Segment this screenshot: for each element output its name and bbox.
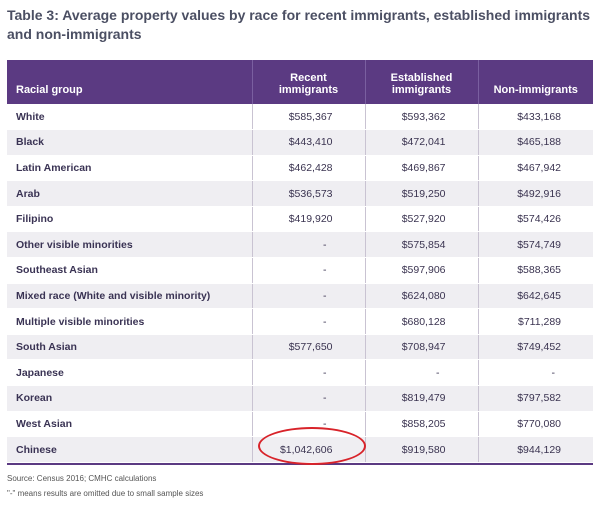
cell-established-immigrants: $819,479 [365,385,479,412]
table-row: Arab $536,573 $519,250 $492,916 [7,180,593,207]
property-values-table: Racial group Recent immigrants Establish… [7,60,593,463]
cell-established-immigrants: $624,080 [365,283,479,310]
cell-racial-group: Chinese [7,436,253,463]
table-header: Racial group Recent immigrants Establish… [7,60,593,104]
table-row: Chinese $1,042,606 $919,580 $944,129 [7,436,593,463]
cell-established-immigrants: $680,128 [365,308,479,335]
cell-recent-immigrants: - [252,283,366,310]
cell-non-immigrants: $797,582 [478,385,593,412]
table-row: Other visible minorities - $575,854 $574,74… [7,231,593,259]
cell-established-immigrants: $919,580 [365,436,479,463]
cell-recent-immigrants: - [252,308,366,335]
cell-recent-immigrants: - [252,385,366,412]
cell-recent-immigrants: $585,367 [252,104,366,131]
cell-established-immigrants: $472,041 [365,129,479,156]
table-row: Japanese - - - [7,359,593,387]
table-row: Multiple visible minorities - $680,128 $711… [7,308,593,335]
table-row: South Asian $577,650 $708,947 $749,452 [7,334,593,361]
cell-established-immigrants: - [365,359,479,387]
cell-non-immigrants: $749,452 [478,334,593,361]
cell-racial-group: Multiple visible minorities [7,308,253,335]
column-header-non-immigrants: Non-immigrants [478,60,593,104]
cell-established-immigrants: $469,867 [365,155,479,182]
table-title: Table 3: Average property values by race… [7,7,591,42]
cell-racial-group: West Asian [7,411,253,438]
cell-established-immigrants: $575,854 [365,231,479,259]
cell-recent-immigrants: $419,920 [252,206,366,233]
cell-recent-immigrants: - [252,411,366,438]
table-row: Southeast Asian - $597,906 $588,365 [7,257,593,284]
omission-note: "-" means results are omitted due to sma… [7,489,204,498]
cell-recent-immigrants: $443,410 [252,129,366,156]
cell-non-immigrants: $574,426 [478,206,593,233]
cell-racial-group: Filipino [7,206,253,233]
cell-established-immigrants: $527,920 [365,206,479,233]
cell-racial-group: Japanese [7,359,253,387]
cell-established-immigrants: $593,362 [365,104,479,131]
table-body: White $585,367 $593,362 $433,168 Black $443,4… [7,104,593,463]
cell-recent-immigrants: $462,428 [252,155,366,182]
table-row: Mixed race (White and visible minority) -… [7,283,593,310]
table-bottom-rule [7,462,593,465]
table-row: Filipino $419,920 $527,920 $574,426 [7,206,593,233]
cell-non-immigrants: $492,916 [478,180,593,207]
cell-non-immigrants: $642,645 [478,283,593,310]
table-row: Black $443,410 $472,041 $465,188 [7,129,593,156]
cell-racial-group: Arab [7,180,253,207]
cell-recent-immigrants: $536,573 [252,180,366,207]
source-note: Source: Census 2016; CMHC calculations [7,474,157,483]
data-table-container: Racial group Recent immigrants Establish… [7,60,593,465]
column-header-recent-immigrants: Recent immigrants [252,60,366,104]
cell-racial-group: South Asian [7,334,253,361]
cell-racial-group: Mixed race (White and visible minority) [7,283,253,310]
column-header-established-immigrants: Established immigrants [365,60,479,104]
table-row: Latin American $462,428 $469,867 $467,942 [7,155,593,182]
cell-non-immigrants: $944,129 [478,436,593,463]
cell-non-immigrants: $465,188 [478,129,593,156]
cell-recent-immigrants: - [252,257,366,284]
cell-recent-immigrants: - [252,231,366,259]
cell-non-immigrants: $467,942 [478,155,593,182]
cell-recent-immigrants: $1,042,606 [252,436,366,463]
cell-racial-group: Black [7,129,253,156]
cell-established-immigrants: $708,947 [365,334,479,361]
header-row: Racial group Recent immigrants Establish… [7,60,593,104]
cell-recent-immigrants: - [252,359,366,387]
cell-non-immigrants: $433,168 [478,104,593,131]
cell-non-immigrants: $770,080 [478,411,593,438]
table-row: White $585,367 $593,362 $433,168 [7,104,593,131]
cell-non-immigrants: $574,749 [478,231,593,259]
cell-racial-group: Southeast Asian [7,257,253,284]
table-row: West Asian - $858,205 $770,080 [7,411,593,438]
cell-racial-group: Latin American [7,155,253,182]
column-header-racial-group: Racial group [7,60,253,104]
cell-established-immigrants: $519,250 [365,180,479,207]
cell-non-immigrants: $588,365 [478,257,593,284]
cell-non-immigrants: $711,289 [478,308,593,335]
cell-established-immigrants: $597,906 [365,257,479,284]
cell-racial-group: Other visible minorities [7,231,253,259]
table-row: Korean - $819,479 $797,582 [7,385,593,412]
cell-racial-group: Korean [7,385,253,412]
cell-non-immigrants: - [478,359,593,387]
cell-recent-immigrants: $577,650 [252,334,366,361]
cell-established-immigrants: $858,205 [365,411,479,438]
cell-racial-group: White [7,104,253,131]
